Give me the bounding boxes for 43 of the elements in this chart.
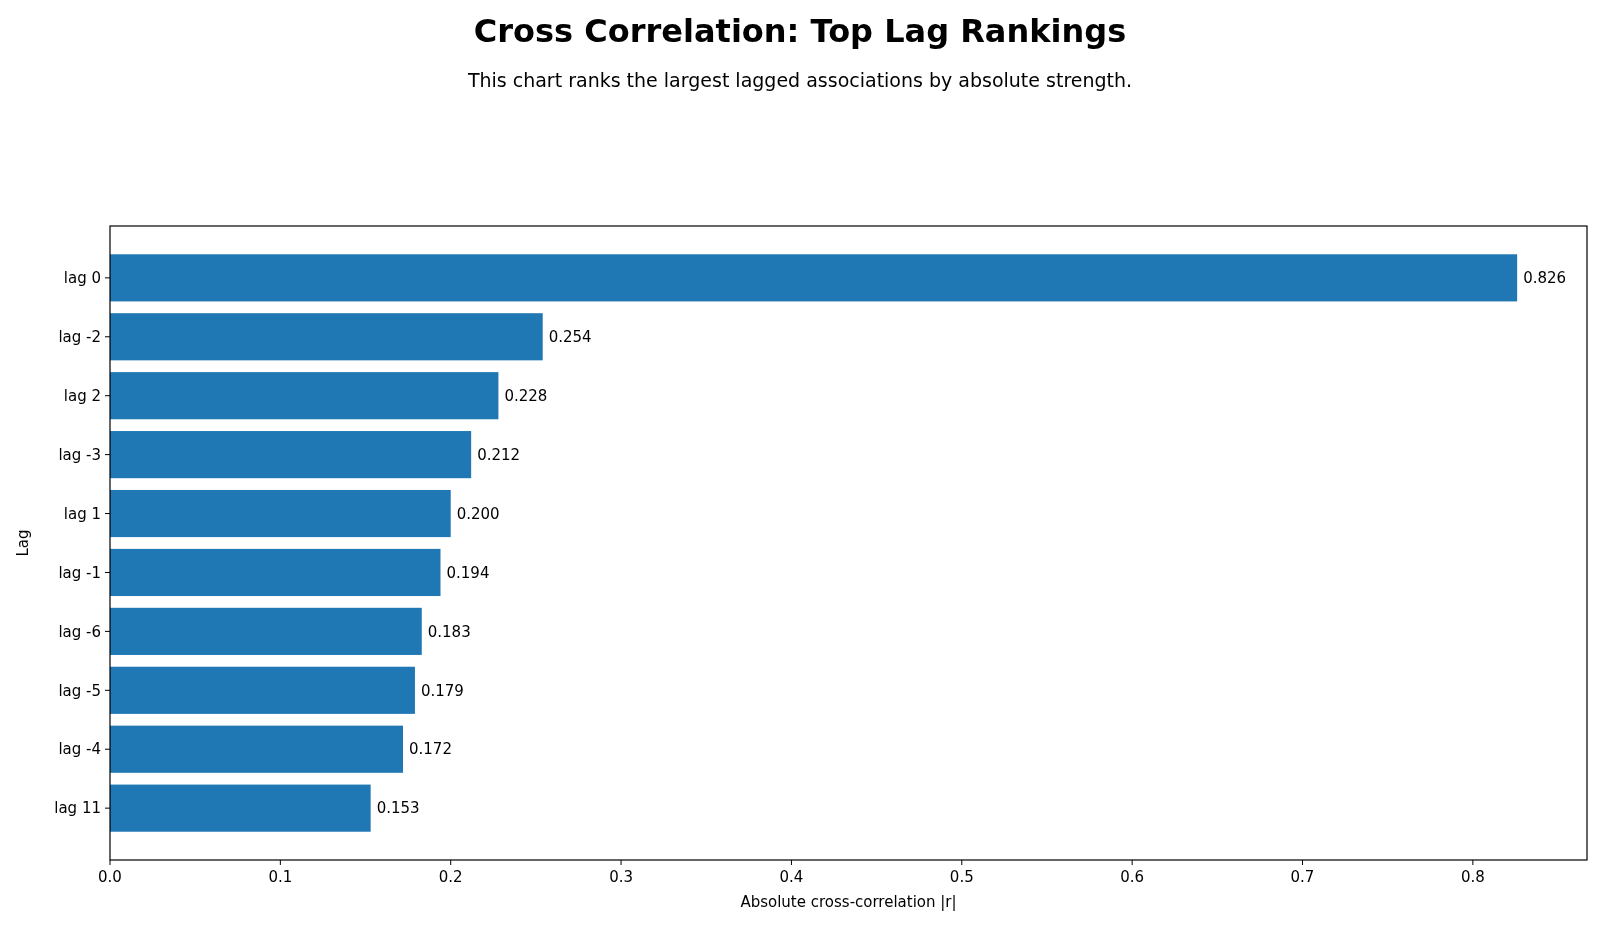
y-tick-label: lag 11	[54, 799, 101, 818]
x-tick-label: 0.8	[1460, 868, 1485, 886]
bar	[110, 548, 441, 597]
bar	[110, 372, 499, 420]
bar	[110, 431, 472, 479]
chart-title: Cross Correlation: Top Lag Rankings	[473, 12, 1127, 50]
bar	[110, 254, 1518, 302]
y-tick-label: lag -5	[58, 681, 101, 700]
x-tick-label: 0.5	[949, 868, 974, 886]
y-tick-label: lag -4	[58, 740, 101, 759]
chart-subtitle: This chart ranks the largest lagged associations by absolute strength.	[466, 69, 1133, 91]
data-label: 0.153	[376, 799, 420, 818]
bar	[110, 666, 415, 714]
x-tick-label: 0.7	[1290, 868, 1315, 886]
y-tick-label: lag 1	[63, 504, 101, 523]
bar	[110, 489, 451, 538]
data-label: 0.212	[477, 445, 521, 464]
x-tick-label: 0.2	[438, 868, 463, 886]
data-label: 0.228	[504, 386, 548, 405]
data-label: 0.194	[446, 563, 490, 582]
bar	[110, 725, 404, 773]
bar	[110, 607, 422, 655]
x-tick-label: 0.3	[609, 868, 633, 886]
x-tick-label: 0.1	[268, 868, 293, 886]
data-label: 0.172	[409, 740, 452, 759]
data-label: 0.183	[427, 622, 471, 641]
y-tick-label: lag -3	[58, 445, 101, 464]
x-tick-label: 0.4	[779, 868, 804, 886]
x-axis-title: Absolute cross-correlation |r|	[740, 893, 957, 911]
data-label: 0.179	[420, 681, 464, 700]
x-tick-label: 0.0	[98, 868, 122, 886]
y-tick-label: lag 0	[63, 269, 101, 288]
y-axis-title: Lag	[14, 529, 32, 557]
y-tick-label: lag 2	[63, 386, 101, 405]
y-tick-label: lag -2	[58, 328, 101, 347]
data-label: 0.254	[548, 328, 592, 347]
y-tick-label: lag -6	[58, 622, 101, 641]
data-label: 0.826	[1523, 269, 1567, 288]
data-label: 0.200	[456, 504, 500, 523]
x-tick-label: 0.6	[1120, 868, 1145, 886]
bar	[110, 784, 371, 832]
y-tick-label: lag -1	[58, 563, 101, 582]
bar	[110, 313, 543, 361]
